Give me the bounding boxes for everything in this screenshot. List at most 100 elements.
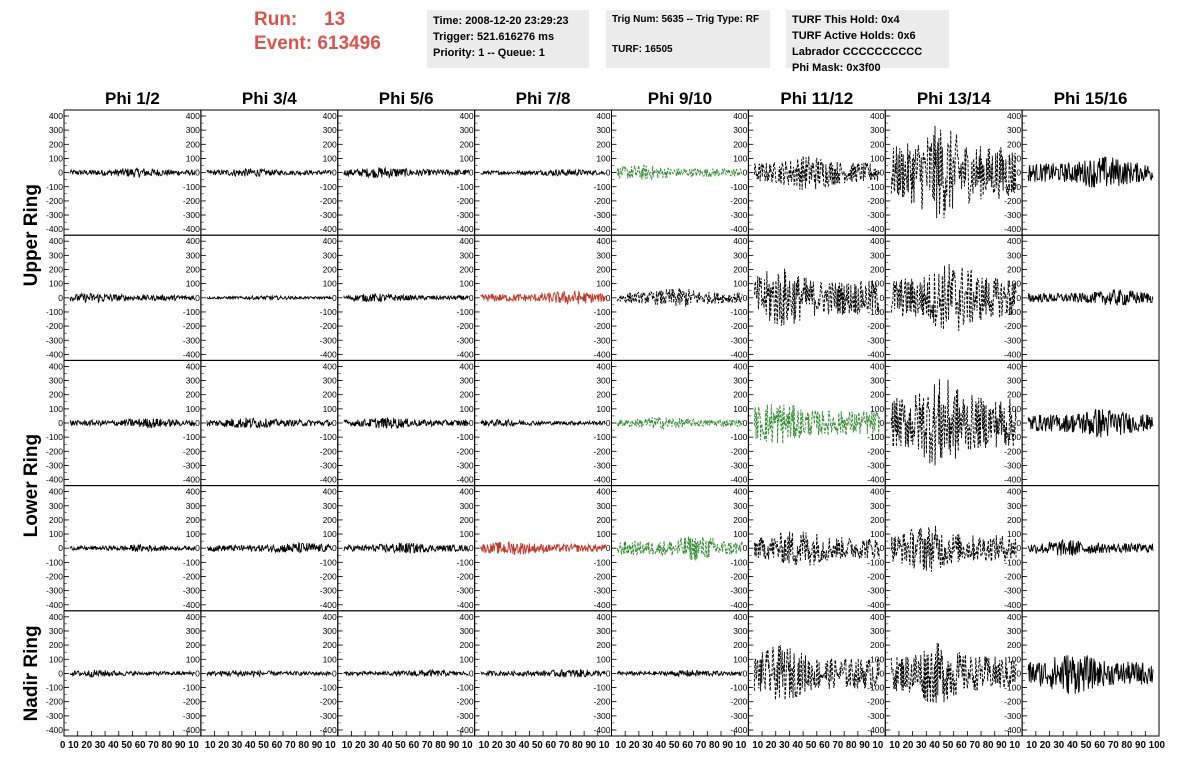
y-tick-label: 0 (606, 418, 611, 428)
y-tick-label: 400 (1007, 361, 1021, 371)
y-tick-label: 0 (880, 543, 885, 553)
y-tick-label: 400 (596, 236, 610, 246)
y-tick-label: 300 (870, 376, 884, 386)
y-tick-label: -400 (457, 600, 474, 610)
y-tick-label: -200 (183, 196, 200, 206)
y-tick-label: 400 (1007, 612, 1021, 622)
y-tick-label: 400 (733, 236, 747, 246)
y-tick-label: 300 (870, 501, 884, 511)
y-tick-label: -300 (46, 335, 63, 345)
waveform-trace (753, 404, 880, 444)
y-tick-label: -100 (457, 557, 474, 567)
y-tick-label: -300 (457, 460, 474, 470)
y-tick-label: 400 (186, 236, 200, 246)
y-tick-label: 400 (186, 612, 200, 622)
y-tick-label: -100 (46, 432, 63, 442)
waveform-trace (617, 417, 743, 430)
y-tick-label: 100 (733, 654, 747, 664)
column-header: Phi 9/10 (648, 89, 712, 108)
y-tick-label: 100 (186, 153, 200, 163)
y-tick-label: 400 (596, 111, 610, 121)
y-tick-label: 0 (1016, 668, 1021, 678)
y-tick-label: 100 (1007, 153, 1021, 163)
y-tick-label: 100 (459, 404, 473, 414)
y-tick-label: 100 (186, 654, 200, 664)
y-tick-label: 200 (49, 390, 63, 400)
waveform-trace (206, 417, 333, 430)
y-tick-label: -400 (593, 349, 610, 359)
y-tick-label: -300 (46, 210, 63, 220)
y-tick-label: -400 (867, 475, 884, 485)
y-tick-label: -400 (593, 725, 610, 735)
y-tick-label: 200 (459, 139, 473, 149)
y-tick-label: 0 (606, 543, 611, 553)
y-tick-label: -100 (593, 307, 610, 317)
y-tick-label: 0 (880, 168, 885, 178)
y-tick-label: -300 (320, 586, 337, 596)
y-tick-label: 100 (323, 404, 337, 414)
y-tick-label: 0 (332, 418, 337, 428)
y-tick-label: 200 (596, 390, 610, 400)
y-tick-label: -100 (183, 307, 200, 317)
y-tick-label: -400 (593, 600, 610, 610)
y-tick-label: 400 (1007, 236, 1021, 246)
y-tick-label: 400 (459, 361, 473, 371)
y-tick-label: 300 (186, 501, 200, 511)
y-tick-label: 300 (1007, 626, 1021, 636)
y-tick-label: -400 (1004, 725, 1021, 735)
y-tick-label: 100 (49, 529, 63, 539)
y-tick-label: -100 (730, 182, 747, 192)
y-tick-label: 100 (49, 404, 63, 414)
y-tick-label: 300 (323, 250, 337, 260)
y-tick-label: -100 (457, 182, 474, 192)
y-tick-label: 200 (459, 390, 473, 400)
y-tick-label: -100 (867, 683, 884, 693)
y-tick-label: -300 (867, 335, 884, 345)
y-tick-label: 400 (49, 487, 63, 497)
y-tick-label: 400 (323, 111, 337, 121)
y-tick-label: -400 (320, 725, 337, 735)
y-tick-label: -300 (46, 711, 63, 721)
y-tick-label: 200 (870, 640, 884, 650)
y-tick-label: -400 (46, 725, 63, 735)
y-tick-label: -200 (593, 196, 610, 206)
y-tick-label: -200 (46, 572, 63, 582)
y-tick-label: 0 (332, 168, 337, 178)
y-tick-label: 0 (58, 543, 63, 553)
y-tick-label: -300 (1004, 711, 1021, 721)
y-tick-label: -400 (730, 475, 747, 485)
y-tick-label: 200 (733, 265, 747, 275)
y-tick-label: 200 (1007, 139, 1021, 149)
y-tick-label: 300 (459, 626, 473, 636)
y-tick-label: -400 (46, 349, 63, 359)
y-tick-label: -400 (183, 349, 200, 359)
y-tick-label: -200 (46, 321, 63, 331)
y-tick-label: 300 (323, 626, 337, 636)
y-tick-label: 200 (49, 640, 63, 650)
y-tick-label: -400 (867, 725, 884, 735)
y-tick-label: -400 (183, 224, 200, 234)
y-tick-label: 300 (870, 125, 884, 135)
waveform-trace (343, 542, 470, 555)
y-tick-label: 100 (596, 153, 610, 163)
waveform-trace (206, 294, 333, 302)
waveform-trace (617, 536, 743, 561)
y-tick-label: -200 (730, 572, 747, 582)
y-tick-label: -100 (1004, 557, 1021, 567)
y-tick-label: 300 (323, 501, 337, 511)
y-tick-label: -100 (593, 683, 610, 693)
row-label: Nadir Ring (21, 625, 42, 721)
y-tick-label: -300 (457, 335, 474, 345)
y-tick-label: -200 (867, 321, 884, 331)
y-tick-label: -300 (46, 460, 63, 470)
y-tick-label: -200 (183, 446, 200, 456)
y-tick-label: 400 (733, 111, 747, 121)
y-tick-label: -100 (320, 557, 337, 567)
y-tick-label: -300 (593, 335, 610, 345)
y-tick-label: 0 (58, 668, 63, 678)
y-tick-label: -200 (730, 196, 747, 206)
waveform-trace (890, 525, 1017, 572)
y-tick-label: 200 (49, 265, 63, 275)
y-tick-label: 300 (596, 626, 610, 636)
y-tick-label: 300 (186, 626, 200, 636)
